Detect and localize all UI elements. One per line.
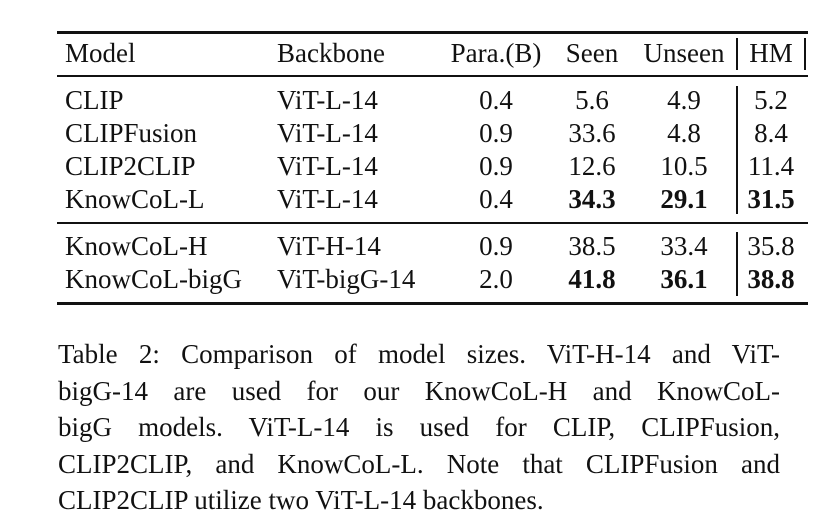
table-top-rule <box>57 31 808 34</box>
header-unseen: Unseen <box>643 38 725 68</box>
caption-line: CLIP2CLIP utilize two ViT-L-14 backbones… <box>58 485 544 515</box>
caption-line: Table 2: Comparison of model sizes. ViT-… <box>58 339 780 369</box>
cell-hm: 38.8 <box>747 264 795 294</box>
cell-seen: 34.3 <box>568 184 616 214</box>
header-para: Para.(B) <box>450 38 542 68</box>
header-hm: HM <box>749 38 793 68</box>
cell-seen: 5.6 <box>575 85 609 115</box>
cell-backbone: ViT-bigG-14 <box>277 264 416 294</box>
cell-unseen: 4.9 <box>667 85 701 115</box>
table-caption: Table 2: Comparison of model sizes. ViT-… <box>58 336 780 519</box>
cell-para: 0.9 <box>479 151 513 181</box>
caption-line: CLIP2CLIP, and KnowCoL-L. Note that CLIP… <box>58 448 780 479</box>
cell-model: KnowCoL-bigG <box>65 264 242 294</box>
header-hm-separator <box>736 38 738 70</box>
cell-seen: 38.5 <box>568 231 616 261</box>
cell-para: 0.9 <box>479 118 513 148</box>
caption-line: bigG models. ViT-L-14 is used for CLIP, … <box>58 412 780 442</box>
cell-backbone: ViT-L-14 <box>277 184 378 214</box>
table-bottom-rule <box>57 302 808 305</box>
cell-model: KnowCoL-H <box>65 231 208 261</box>
cell-backbone: ViT-L-14 <box>277 151 378 181</box>
cell-backbone: ViT-H-14 <box>277 231 381 261</box>
cell-para: 2.0 <box>479 264 513 294</box>
cell-hm: 8.4 <box>754 118 788 148</box>
cell-unseen: 4.8 <box>667 118 701 148</box>
cell-backbone: ViT-L-14 <box>277 118 378 148</box>
header-right-separator <box>804 38 806 70</box>
cell-para: 0.4 <box>479 184 513 214</box>
cell-unseen: 10.5 <box>660 151 708 181</box>
group-divider-rule <box>57 222 808 224</box>
cell-para: 0.4 <box>479 85 513 115</box>
cell-seen: 12.6 <box>568 151 616 181</box>
cell-seen: 33.6 <box>568 118 616 148</box>
caption-line: bigG-14 are used for our KnowCoL-H and K… <box>58 375 780 406</box>
group1-hm-separator <box>736 86 738 214</box>
cell-hm: 11.4 <box>747 151 795 181</box>
cell-para: 0.9 <box>479 231 513 261</box>
header-rule <box>57 75 808 77</box>
cell-unseen: 33.4 <box>660 231 708 261</box>
cell-model: KnowCoL-L <box>65 184 205 214</box>
cell-hm: 5.2 <box>754 85 788 115</box>
cell-model: CLIPFusion <box>65 118 198 148</box>
header-backbone: Backbone <box>277 38 385 68</box>
cell-unseen: 29.1 <box>660 184 708 214</box>
cell-seen: 41.8 <box>568 264 616 294</box>
cell-model: CLIP <box>65 85 124 115</box>
cell-backbone: ViT-L-14 <box>277 85 378 115</box>
group2-hm-separator <box>736 232 738 296</box>
cell-model: CLIP2CLIP <box>65 151 196 181</box>
cell-unseen: 36.1 <box>660 264 708 294</box>
header-seen: Seen <box>565 38 619 68</box>
cell-hm: 31.5 <box>747 184 795 214</box>
header-model: Model <box>65 38 136 68</box>
cell-hm: 35.8 <box>747 231 795 261</box>
